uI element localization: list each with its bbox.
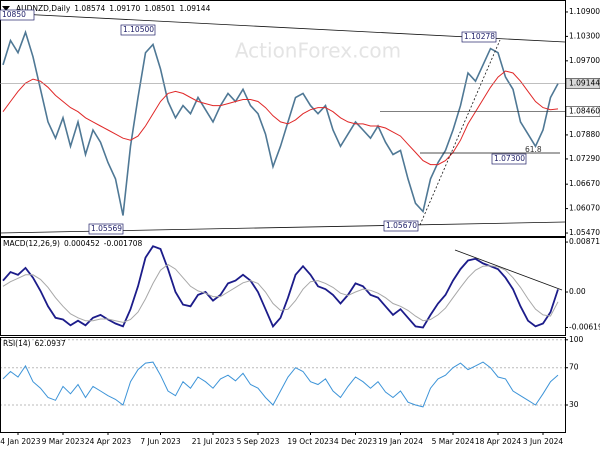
- y-tick-label: 1.06070: [569, 204, 600, 213]
- menu-icon: [2, 6, 10, 11]
- ohlc-value: 1.08574: [74, 4, 105, 13]
- y-tick-label: 1.10300: [569, 31, 600, 40]
- series-line: [2, 361, 559, 408]
- ohlc-value: 1.09170: [109, 4, 140, 13]
- price-label-box: [565, 106, 600, 117]
- annotation: 1.05670: [386, 221, 417, 230]
- indicator-value: 62.0937: [35, 339, 66, 348]
- panel-frame: [0, 0, 566, 237]
- chart-header: AUDNZD,Daily 1.08574 1.09170 1.08501 1.09144: [16, 4, 211, 13]
- ohlc-value: 1.08501: [144, 4, 175, 13]
- x-tick-label: 5 Sep 2023: [237, 437, 280, 446]
- y-tick-label: 30: [569, 400, 579, 409]
- y-tick-label: 1.10900: [569, 7, 600, 16]
- panel-frame: [0, 337, 566, 433]
- x-tick-label: 9 Mar 2023: [42, 437, 85, 446]
- annotation: 10850: [2, 10, 26, 19]
- annotation: 61.8: [525, 145, 542, 154]
- y-tick-label: 1.06670: [569, 179, 600, 188]
- annotation-box: [0, 9, 35, 21]
- trend-line: [0, 221, 566, 234]
- indicator-value: 0.000452: [64, 239, 100, 248]
- y-tick-label: 100: [569, 335, 584, 344]
- watermark: ActionForex.com: [235, 39, 401, 63]
- series-line: [2, 263, 559, 323]
- annotation-box: [491, 153, 527, 165]
- x-tick-label: 18 Apr 2024: [475, 437, 522, 446]
- indicator-name: MACD(12,26,9): [3, 239, 60, 248]
- symbol: AUDNZD,Daily: [16, 4, 71, 13]
- trend-line: [454, 249, 563, 291]
- y-tick-label: 1.05470: [569, 228, 600, 237]
- y-tick-label: 0.008717: [569, 237, 600, 246]
- trend-line: [419, 39, 501, 226]
- y-tick-label: -0.00619: [569, 322, 600, 331]
- price-label-box: [565, 78, 600, 89]
- x-tick-label: 24 Jan 2023: [0, 437, 41, 446]
- x-tick-label: 7 Jun 2023: [140, 437, 181, 446]
- y-tick-label: 1.07290: [569, 154, 600, 163]
- price-label: 1.09144: [569, 78, 600, 87]
- x-tick-label: 21 Jul 2023: [192, 437, 235, 446]
- annotation-box: [383, 220, 419, 232]
- x-tick-label: 24 Apr 2023: [85, 437, 132, 446]
- series-line: [2, 29, 559, 216]
- price-label: 1.08460: [569, 106, 600, 115]
- indicator-name: RSI(14): [3, 339, 31, 348]
- x-tick-label: 19 Jan 2024: [378, 437, 423, 446]
- panel-frame: [0, 237, 566, 336]
- annotation: 1.10500: [123, 25, 154, 34]
- annotation: 1.05569: [91, 224, 122, 233]
- y-tick-label: 70: [569, 363, 579, 372]
- annotation-box: [88, 223, 124, 235]
- ohlc-value: 1.09144: [179, 4, 210, 13]
- x-tick-label: 5 Mar 2024: [432, 437, 475, 446]
- x-tick-label: 3 Jun 2024: [523, 437, 564, 446]
- annotation-box: [461, 31, 497, 43]
- annotation: 1.10278: [464, 32, 495, 41]
- annotation: 1.07300: [494, 154, 525, 163]
- x-tick-label: 19 Oct 2023: [287, 437, 334, 446]
- series-line: [2, 245, 559, 329]
- y-tick-label: 1.07880: [569, 130, 600, 139]
- annotation-box: [120, 24, 156, 36]
- y-tick-label: 0.00: [569, 287, 586, 296]
- x-tick-label: 4 Dec 2023: [334, 437, 377, 446]
- indicator-header: MACD(12,26,9) 0.000452 -0.001708: [3, 239, 142, 248]
- indicator-header: RSI(14) 62.0937: [3, 339, 66, 348]
- indicator-value: -0.001708: [104, 239, 143, 248]
- series-line: [2, 70, 559, 166]
- y-tick-label: 1.09700: [569, 56, 600, 65]
